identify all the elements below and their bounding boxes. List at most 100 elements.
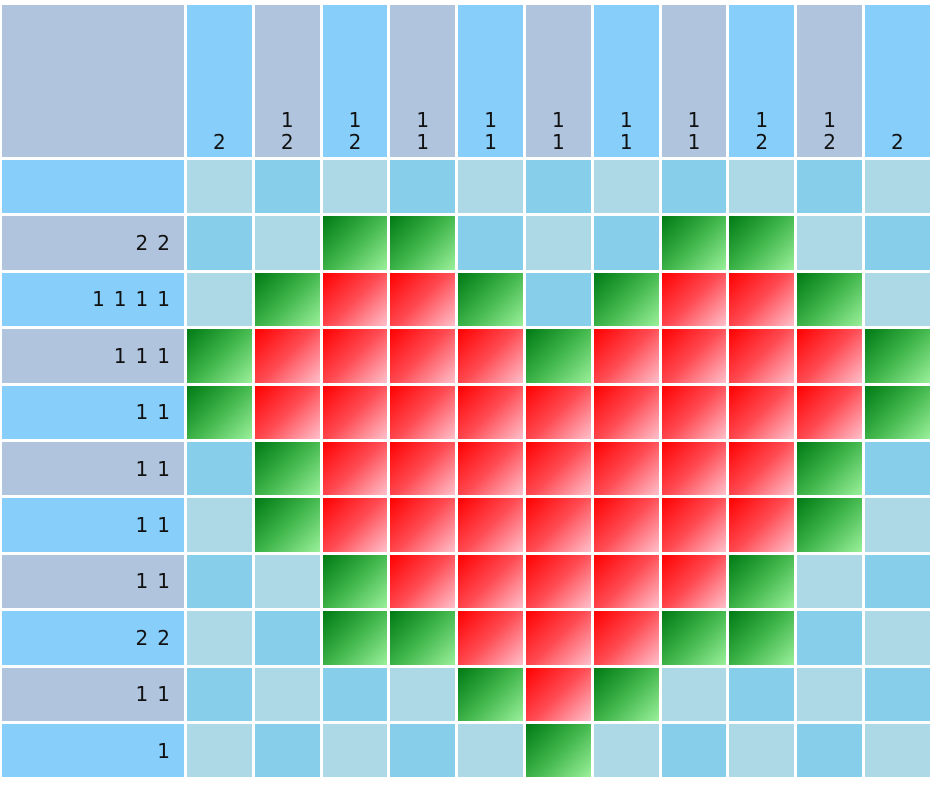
cell[interactable]	[593, 667, 659, 721]
cell[interactable]	[526, 216, 591, 270]
cell[interactable]	[187, 160, 252, 214]
cell[interactable]	[254, 160, 320, 214]
cell[interactable]	[865, 667, 930, 721]
cell[interactable]	[254, 216, 320, 270]
cell[interactable]	[526, 667, 591, 721]
cell[interactable]	[187, 498, 252, 552]
cell[interactable]	[729, 216, 795, 270]
cell[interactable]	[458, 667, 523, 721]
cell[interactable]	[254, 554, 320, 609]
cell[interactable]	[865, 329, 930, 383]
cell[interactable]	[729, 554, 795, 609]
cell[interactable]	[254, 272, 320, 327]
cell[interactable]	[526, 160, 591, 214]
cell[interactable]	[865, 498, 930, 552]
cell[interactable]	[593, 442, 659, 496]
cell[interactable]	[729, 160, 795, 214]
cell[interactable]	[322, 160, 388, 214]
cell[interactable]	[865, 611, 930, 665]
cell[interactable]	[254, 329, 320, 383]
cell[interactable]	[661, 724, 727, 778]
cell[interactable]	[322, 329, 388, 383]
cell[interactable]	[458, 385, 523, 439]
cell[interactable]	[526, 554, 591, 609]
cell[interactable]	[865, 724, 930, 778]
cell[interactable]	[593, 272, 659, 327]
cell[interactable]	[661, 498, 727, 552]
cell[interactable]	[797, 554, 862, 609]
cell[interactable]	[458, 724, 523, 778]
cell[interactable]	[458, 554, 523, 609]
cell[interactable]	[526, 498, 591, 552]
cell[interactable]	[322, 724, 388, 778]
cell[interactable]	[729, 611, 795, 665]
cell[interactable]	[322, 498, 388, 552]
cell[interactable]	[526, 329, 591, 383]
cell[interactable]	[322, 554, 388, 609]
cell[interactable]	[458, 611, 523, 665]
cell[interactable]	[322, 385, 388, 439]
cell[interactable]	[322, 216, 388, 270]
cell[interactable]	[187, 611, 252, 665]
cell[interactable]	[526, 385, 591, 439]
cell[interactable]	[390, 724, 456, 778]
cell[interactable]	[797, 160, 862, 214]
cell[interactable]	[187, 724, 252, 778]
cell[interactable]	[458, 442, 523, 496]
cell[interactable]	[526, 272, 591, 327]
cell[interactable]	[322, 667, 388, 721]
cell[interactable]	[254, 498, 320, 552]
cell[interactable]	[254, 385, 320, 439]
cell[interactable]	[526, 442, 591, 496]
cell[interactable]	[661, 272, 727, 327]
cell[interactable]	[729, 724, 795, 778]
cell[interactable]	[661, 667, 727, 721]
cell[interactable]	[729, 442, 795, 496]
cell[interactable]	[390, 329, 456, 383]
cell[interactable]	[729, 272, 795, 327]
cell[interactable]	[526, 724, 591, 778]
cell[interactable]	[797, 272, 862, 327]
cell[interactable]	[797, 329, 862, 383]
cell[interactable]	[797, 216, 862, 270]
cell[interactable]	[390, 160, 456, 214]
cell[interactable]	[593, 216, 659, 270]
cell[interactable]	[458, 216, 523, 270]
cell[interactable]	[187, 329, 252, 383]
cell[interactable]	[797, 667, 862, 721]
cell[interactable]	[322, 611, 388, 665]
cell[interactable]	[661, 329, 727, 383]
cell[interactable]	[187, 385, 252, 439]
cell[interactable]	[729, 498, 795, 552]
cell[interactable]	[593, 611, 659, 665]
cell[interactable]	[390, 611, 456, 665]
cell[interactable]	[729, 385, 795, 439]
cell[interactable]	[458, 272, 523, 327]
cell[interactable]	[865, 160, 930, 214]
cell[interactable]	[593, 498, 659, 552]
cell[interactable]	[458, 329, 523, 383]
cell[interactable]	[661, 611, 727, 665]
cell[interactable]	[729, 329, 795, 383]
cell[interactable]	[865, 442, 930, 496]
cell[interactable]	[254, 611, 320, 665]
cell[interactable]	[390, 442, 456, 496]
cell[interactable]	[390, 216, 456, 270]
cell[interactable]	[661, 160, 727, 214]
cell[interactable]	[661, 385, 727, 439]
cell[interactable]	[390, 554, 456, 609]
cell[interactable]	[865, 385, 930, 439]
cell[interactable]	[593, 385, 659, 439]
cell[interactable]	[458, 498, 523, 552]
cell[interactable]	[390, 272, 456, 327]
cell[interactable]	[865, 216, 930, 270]
cell[interactable]	[593, 329, 659, 383]
cell[interactable]	[797, 498, 862, 552]
cell[interactable]	[797, 442, 862, 496]
cell[interactable]	[390, 667, 456, 721]
cell[interactable]	[458, 160, 523, 214]
cell[interactable]	[187, 272, 252, 327]
cell[interactable]	[661, 554, 727, 609]
cell[interactable]	[322, 442, 388, 496]
cell[interactable]	[187, 554, 252, 609]
